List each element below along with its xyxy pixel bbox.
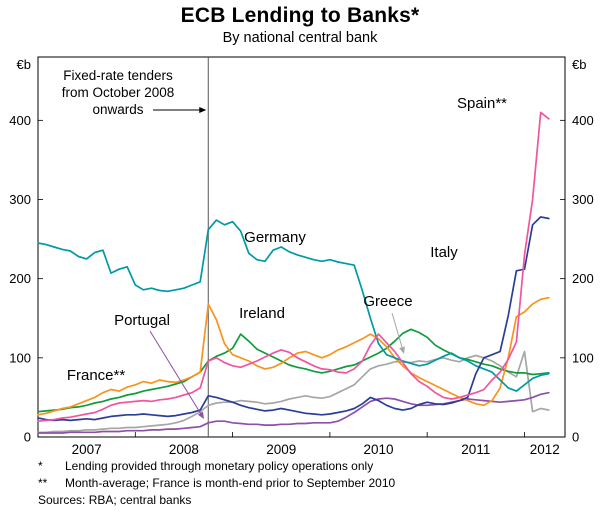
- portugal-pointer-arrowhead: [197, 411, 204, 419]
- chart-subtitle: By national central bank: [222, 30, 378, 46]
- annotation-line-3: onwards: [92, 102, 143, 117]
- y-tick-label-left: 100: [9, 350, 31, 365]
- greece-pointer-line: [391, 312, 403, 349]
- y-tick-label-left: 400: [9, 113, 31, 128]
- y-tick-label-right: 100: [572, 350, 594, 365]
- axis-unit-right: €b: [572, 57, 586, 72]
- series-label-portugal: Portugal: [114, 312, 170, 329]
- series-label-spain: Spain**: [457, 95, 507, 112]
- footnote-1: * Lending provided through monetary poli…: [38, 458, 578, 475]
- portugal-pointer-line: [149, 330, 202, 415]
- y-tick-label-left: 300: [9, 192, 31, 207]
- annotation-arrow-arrowhead: [199, 107, 207, 113]
- annotation-line-2: from October 2008: [62, 85, 175, 100]
- y-tick-label-left: 0: [24, 430, 31, 445]
- series-label-greece: Greece: [363, 293, 412, 310]
- x-year-label: 2010: [363, 442, 393, 457]
- series-label-italy: Italy: [430, 244, 458, 261]
- x-year-label: 2009: [266, 442, 296, 457]
- footnote-1-text: Lending provided through monetary policy…: [65, 459, 374, 473]
- y-tick-label-right: 0: [572, 430, 579, 445]
- chart-title: ECB Lending to Banks*: [180, 4, 420, 27]
- series-line-spain: [37, 111, 550, 423]
- footnote-2: ** Month-average; France is month-end pr…: [38, 475, 578, 492]
- series-label-ireland: Ireland: [239, 305, 285, 322]
- axis-unit-left: €b: [17, 57, 31, 72]
- y-tick-label-right: 300: [572, 192, 594, 207]
- footnotes-block: * Lending provided through monetary poli…: [38, 458, 578, 509]
- y-tick-label-left: 200: [9, 271, 31, 286]
- series-line-germany: [37, 219, 550, 392]
- greece-pointer-arrowhead: [399, 346, 405, 354]
- x-year-label: 2008: [169, 442, 199, 457]
- plot-frame: [37, 56, 566, 438]
- y-tick-label-right: 400: [572, 113, 594, 128]
- x-year-label: 2011: [461, 442, 490, 457]
- annotation-line-1: Fixed-rate tenders: [63, 68, 173, 83]
- sources-text: Sources: RBA; central banks: [38, 493, 192, 507]
- footnote-2-marker: **: [38, 476, 48, 490]
- x-year-label: 2012: [530, 442, 560, 457]
- series-line-italy: [37, 216, 550, 422]
- footnote-1-marker: *: [38, 459, 43, 473]
- y-tick-label-right: 200: [572, 271, 594, 286]
- sources-line: Sources: RBA; central banks: [38, 492, 578, 509]
- x-year-label: 2007: [72, 442, 102, 457]
- footnote-2-text: Month-average; France is month-end prior…: [65, 476, 396, 490]
- series-label-germany: Germany: [244, 229, 306, 246]
- series-label-france: France**: [67, 367, 126, 384]
